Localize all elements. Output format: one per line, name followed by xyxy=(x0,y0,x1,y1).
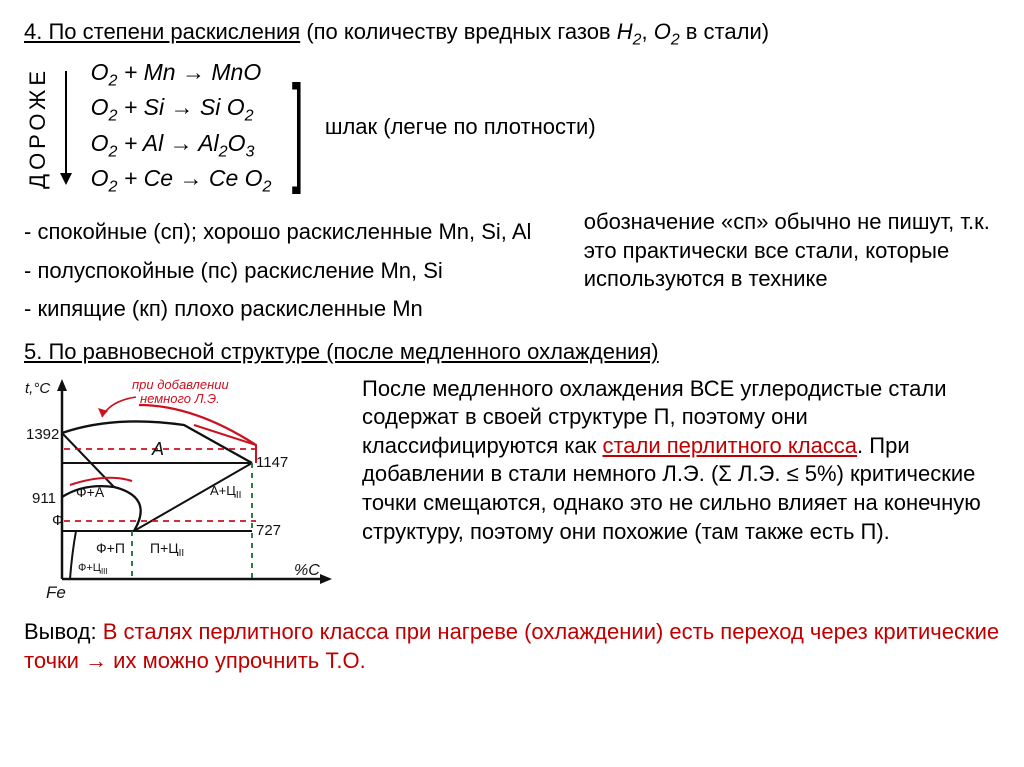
section5-paragraph: После медленного охлаждения ВСЕ углероди… xyxy=(362,375,1000,613)
region-PC: П+ЦII xyxy=(150,540,184,559)
region-FP: Ф+П xyxy=(96,540,125,556)
eq-4: O2 + Ce → Ce O2 xyxy=(91,163,272,198)
region-FA: Ф+А xyxy=(76,484,105,500)
sp-note: обозначение «сп» обычно не пишут, т.к. э… xyxy=(584,208,1000,334)
label-727: 727 xyxy=(256,522,281,539)
gas-h2: H2 xyxy=(617,19,642,44)
equations: O2 + Mn → MnO O2 + Si → Si O2 O2 + Al → … xyxy=(85,57,278,198)
bullet-1: - спокойные (сп); хорошо раскисленные Mn… xyxy=(24,218,554,247)
bullet-3: - кипящие (кп) плохо раскисленные Mn xyxy=(24,295,554,324)
section4-title: 4. По степени раскисления xyxy=(24,19,300,44)
region-FC3: Ф+ЦIII xyxy=(78,562,108,576)
section4-title-tail: (по количеству вредных газов xyxy=(300,19,617,44)
conclusion: Вывод: В сталях перлитного класса при на… xyxy=(24,618,1000,675)
eq-3: O2 + Al → Al2O3 xyxy=(91,128,272,163)
region-F: Ф xyxy=(52,512,63,529)
section4-title-tail2: в стали) xyxy=(680,19,769,44)
conclusion-text: В сталях перлитного класса при нагреве (… xyxy=(24,619,999,673)
region-AC: А+ЦII xyxy=(210,483,241,501)
right-bracket-icon: ] xyxy=(292,80,304,176)
section4-columns: - спокойные (сп); хорошо раскисленные Mn… xyxy=(24,208,1000,334)
eq-2: O2 + Si → Si O2 xyxy=(91,92,272,127)
down-arrow-icon xyxy=(57,69,75,187)
label-1147: 1147 xyxy=(256,454,288,471)
x-axis-label: %C xyxy=(294,562,320,579)
slag-note: шлак (легче по плотности) xyxy=(325,113,596,142)
bullet-list: - спокойные (сп); хорошо раскисленные Mn… xyxy=(24,208,554,334)
bracket-group: ] шлак (легче по плотности) xyxy=(277,80,595,176)
cost-vertical-label: ДОРОЖЕ xyxy=(24,67,53,189)
section5-row: t,°C 1392 911 1147 727 xyxy=(24,375,1000,613)
tick-911: 911 xyxy=(32,490,56,507)
fe-label: Fe xyxy=(46,583,66,602)
gas-o2: O2 xyxy=(654,19,680,44)
deoxidation-block: ДОРОЖЕ O2 + Mn → MnO O2 + Si → Si O2 O2 … xyxy=(24,57,1000,198)
red-annotation-2: немного Л.Э. xyxy=(140,391,220,406)
eq-1: O2 + Mn → MnO xyxy=(91,57,272,92)
section5-title: 5. По равновесной структуре (после медле… xyxy=(24,338,1000,367)
bullet-2: - полуспокойные (пс) раскисление Mn, Si xyxy=(24,257,554,286)
conclusion-label: Вывод: xyxy=(24,619,97,644)
region-A: A xyxy=(151,439,164,459)
section4-title-row: 4. По степени раскисления (по количеству… xyxy=(24,18,1000,51)
y-axis-label: t,°C xyxy=(25,380,50,397)
fec-phase-diagram: t,°C 1392 911 1147 727 xyxy=(24,375,344,613)
para5-red: стали перлитного класса xyxy=(602,433,857,458)
red-annotation-1: при добавлении xyxy=(132,377,229,392)
tick-1392: 1392 xyxy=(26,426,59,443)
